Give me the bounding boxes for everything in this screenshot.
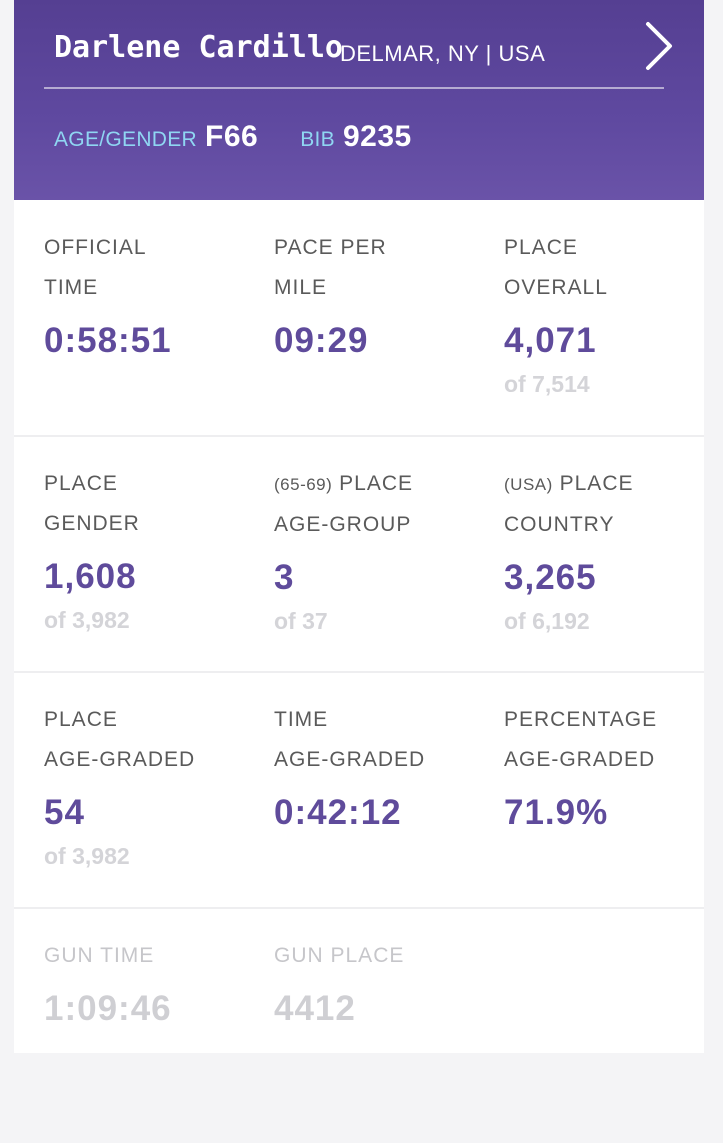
stat-label: PERCENTAGE AGE-GRADED	[504, 708, 658, 771]
place-country-value: 3,265	[504, 558, 597, 597]
stat-label: TIME AGE-GRADED	[274, 708, 426, 771]
runner-header: Darlene Cardillo DELMAR, NY | USA AGE/GE…	[14, 0, 704, 200]
bib-value: 9235	[342, 120, 412, 153]
country-qualifier: (USA)	[504, 475, 553, 494]
chevron-right-icon	[646, 22, 672, 70]
gun-place-value: 4412	[274, 989, 356, 1028]
place-gender-value: 1,608	[44, 557, 137, 596]
stat-time-age-graded: TIME AGE-GRADED 0:42:12	[274, 700, 494, 833]
place-overall-total: of 7,514	[504, 371, 590, 397]
runner-result-card: Darlene Cardillo DELMAR, NY | USA AGE/GE…	[14, 0, 704, 1053]
place-age-group-total: of 37	[274, 608, 328, 634]
stat-gun-time: GUN TIME 1:09:46	[44, 936, 264, 1029]
runner-meta: AGE/GENDER F66 BIB 9235	[54, 120, 412, 154]
stat-label: PLACE AGE-GRADED	[44, 708, 196, 771]
results-section-time: OFFICIAL TIME 0:58:51 PACE PER MILE 09:29 …	[14, 200, 704, 437]
stat-place-gender: PLACE GENDER 1,608 of 3,982	[44, 464, 264, 635]
place-age-graded-total: of 3,982	[44, 843, 130, 869]
results-section-gun: GUN TIME 1:09:46 GUN PLACE 4412	[14, 908, 704, 1143]
gun-time-label: GUN TIME	[44, 944, 155, 967]
next-runner-button[interactable]	[634, 16, 684, 76]
place-age-group-value: 3	[274, 558, 295, 597]
place-country-total: of 6,192	[504, 608, 590, 634]
stat-label: PACE PER MILE	[274, 236, 387, 299]
gun-place-label: GUN PLACE	[274, 944, 405, 967]
results-section-places: PLACE GENDER 1,608 of 3,982 (65-69) PLACE…	[14, 436, 704, 673]
stat-place-age-group: (65-69) PLACE AGE-GROUP 3 of 37	[274, 464, 494, 636]
stat-label: PLACE GENDER	[44, 472, 140, 535]
stat-gun-place: GUN PLACE 4412	[274, 936, 494, 1029]
stat-place-age-graded: PLACE AGE-GRADED 54 of 3,982	[44, 700, 264, 871]
gun-time-value: 1:09:46	[44, 989, 172, 1028]
place-overall-value: 4,071	[504, 321, 597, 360]
runner-name: Darlene Cardillo	[54, 30, 343, 65]
stat-label: (USA) PLACE COUNTRY	[504, 472, 634, 536]
pace-per-mile-value: 09:29	[274, 321, 369, 360]
official-time-value: 0:58:51	[44, 321, 172, 360]
header-divider	[44, 87, 664, 89]
stat-pace-per-mile: PACE PER MILE 09:29	[274, 228, 494, 361]
time-age-graded-value: 0:42:12	[274, 793, 402, 832]
runner-location: DELMAR, NY | USA	[340, 41, 546, 66]
bib-label: BIB	[300, 128, 335, 151]
stat-place-country: (USA) PLACE COUNTRY 3,265 of 6,192	[504, 464, 723, 636]
stat-place-overall: PLACE OVERALL 4,071 of 7,514	[504, 228, 723, 399]
percentage-age-graded-value: 71.9%	[504, 793, 609, 832]
age-group-qualifier: (65-69)	[274, 475, 333, 494]
stat-label: OFFICIAL TIME	[44, 236, 147, 299]
age-gender-label: AGE/GENDER	[54, 128, 198, 151]
stat-official-time: OFFICIAL TIME 0:58:51	[44, 228, 264, 361]
age-gender-value: F66	[205, 120, 259, 153]
stat-percentage-age-graded: PERCENTAGE AGE-GRADED 71.9%	[504, 700, 723, 833]
place-age-graded-value: 54	[44, 793, 85, 832]
stat-label: (65-69) PLACE AGE-GROUP	[274, 472, 414, 536]
results-section-age-graded: PLACE AGE-GRADED 54 of 3,982 TIME AGE-GRAD…	[14, 672, 704, 909]
place-gender-total: of 3,982	[44, 607, 130, 633]
stat-label: PLACE OVERALL	[504, 236, 608, 299]
